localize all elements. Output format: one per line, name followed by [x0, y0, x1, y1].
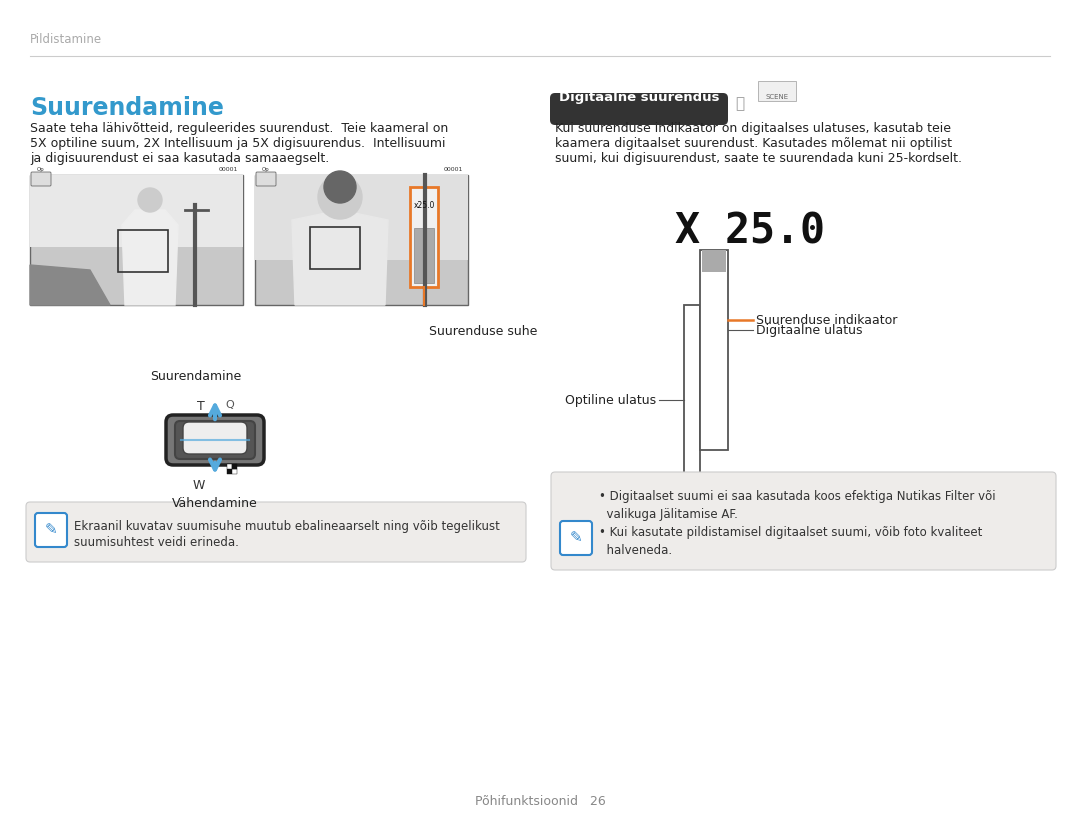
Text: suumi, kui digisuurendust, saate te suurendada kuni 25-kordselt.: suumi, kui digisuurendust, saate te suur…	[555, 152, 962, 165]
Text: Suurendamine: Suurendamine	[30, 96, 224, 120]
Text: ja digisuurendust ei saa kasutada samaaegselt.: ja digisuurendust ei saa kasutada samaae…	[30, 152, 329, 165]
Text: Suurendamine: Suurendamine	[150, 370, 241, 383]
Polygon shape	[292, 210, 388, 305]
Text: 5X optiline suum, 2X Intellisuum ja 5X digisuurendus.  Intellisuumi: 5X optiline suum, 2X Intellisuum ja 5X d…	[30, 137, 446, 150]
Text: halveneda.: halveneda.	[599, 544, 672, 557]
Text: Op: Op	[37, 167, 45, 172]
FancyBboxPatch shape	[550, 93, 728, 125]
FancyBboxPatch shape	[551, 472, 1056, 570]
Text: Põhifunktsioonid   26: Põhifunktsioonid 26	[474, 795, 606, 808]
Text: Saate teha lähivõtteid, reguleerides suurendust.  Teie kaameral on: Saate teha lähivõtteid, reguleerides suu…	[30, 122, 448, 135]
FancyBboxPatch shape	[30, 175, 243, 246]
Text: • Digitaalset suumi ei saa kasutada koos efektiga Nutikas Filter või: • Digitaalset suumi ei saa kasutada koos…	[599, 490, 996, 503]
FancyBboxPatch shape	[227, 464, 232, 469]
Text: Optiline ulatus: Optiline ulatus	[565, 394, 656, 407]
FancyBboxPatch shape	[414, 228, 434, 283]
Text: SCENE: SCENE	[766, 94, 788, 100]
Text: suumisuhtest veidi erineda.: suumisuhtest veidi erineda.	[75, 536, 239, 549]
FancyBboxPatch shape	[700, 250, 728, 450]
Text: Op: Op	[262, 167, 270, 172]
Circle shape	[324, 171, 356, 203]
FancyBboxPatch shape	[561, 521, 592, 555]
Circle shape	[318, 175, 362, 219]
Text: kaamera digitaalset suurendust. Kasutades mõlemat nii optilist: kaamera digitaalset suurendust. Kasutade…	[555, 137, 951, 150]
FancyBboxPatch shape	[232, 469, 237, 474]
FancyBboxPatch shape	[232, 464, 237, 469]
Text: Suurenduse suhe: Suurenduse suhe	[429, 325, 538, 338]
FancyBboxPatch shape	[758, 81, 796, 101]
Text: X 25.0: X 25.0	[675, 210, 825, 252]
Text: ✎: ✎	[569, 531, 582, 545]
Text: W: W	[192, 479, 205, 492]
Polygon shape	[30, 265, 110, 305]
FancyBboxPatch shape	[255, 175, 468, 305]
FancyBboxPatch shape	[35, 513, 67, 547]
Text: ✎: ✎	[44, 522, 57, 538]
Text: x25.0: x25.0	[414, 201, 434, 210]
Text: 00001: 00001	[444, 167, 463, 172]
Circle shape	[138, 188, 162, 212]
Text: 00001: 00001	[218, 167, 238, 172]
Text: Ekraanil kuvatav suumisuhe muutub ebalineaarselt ning võib tegelikust: Ekraanil kuvatav suumisuhe muutub ebalin…	[75, 520, 500, 533]
Text: valikuga Jälitamise AF.: valikuga Jälitamise AF.	[599, 508, 738, 521]
FancyBboxPatch shape	[183, 422, 247, 454]
Text: Pildistamine: Pildistamine	[30, 33, 103, 46]
FancyBboxPatch shape	[410, 187, 438, 287]
Text: Q: Q	[225, 400, 233, 410]
FancyBboxPatch shape	[684, 305, 700, 475]
FancyBboxPatch shape	[30, 175, 243, 305]
Text: Vähendamine: Vähendamine	[172, 497, 258, 510]
Text: T: T	[198, 400, 205, 413]
Text: Digitaalne suurendus: Digitaalne suurendus	[558, 91, 719, 104]
Text: Suurenduse indikaator: Suurenduse indikaator	[756, 314, 897, 327]
FancyBboxPatch shape	[227, 469, 232, 474]
Text: • Kui kasutate pildistamisel digitaalset suumi, võib foto kvaliteet: • Kui kasutate pildistamisel digitaalset…	[599, 526, 983, 539]
Text: Digitaalne ulatus: Digitaalne ulatus	[756, 324, 863, 337]
FancyBboxPatch shape	[166, 415, 264, 465]
FancyBboxPatch shape	[175, 421, 255, 459]
FancyBboxPatch shape	[31, 172, 51, 186]
FancyBboxPatch shape	[256, 172, 276, 186]
Text: 📷: 📷	[735, 96, 744, 111]
FancyBboxPatch shape	[26, 502, 526, 562]
Polygon shape	[122, 210, 178, 305]
FancyBboxPatch shape	[255, 175, 468, 259]
FancyBboxPatch shape	[702, 250, 726, 272]
Text: Kui suurenduse indikaator on digitaalses ulatuses, kasutab teie: Kui suurenduse indikaator on digitaalses…	[555, 122, 951, 135]
